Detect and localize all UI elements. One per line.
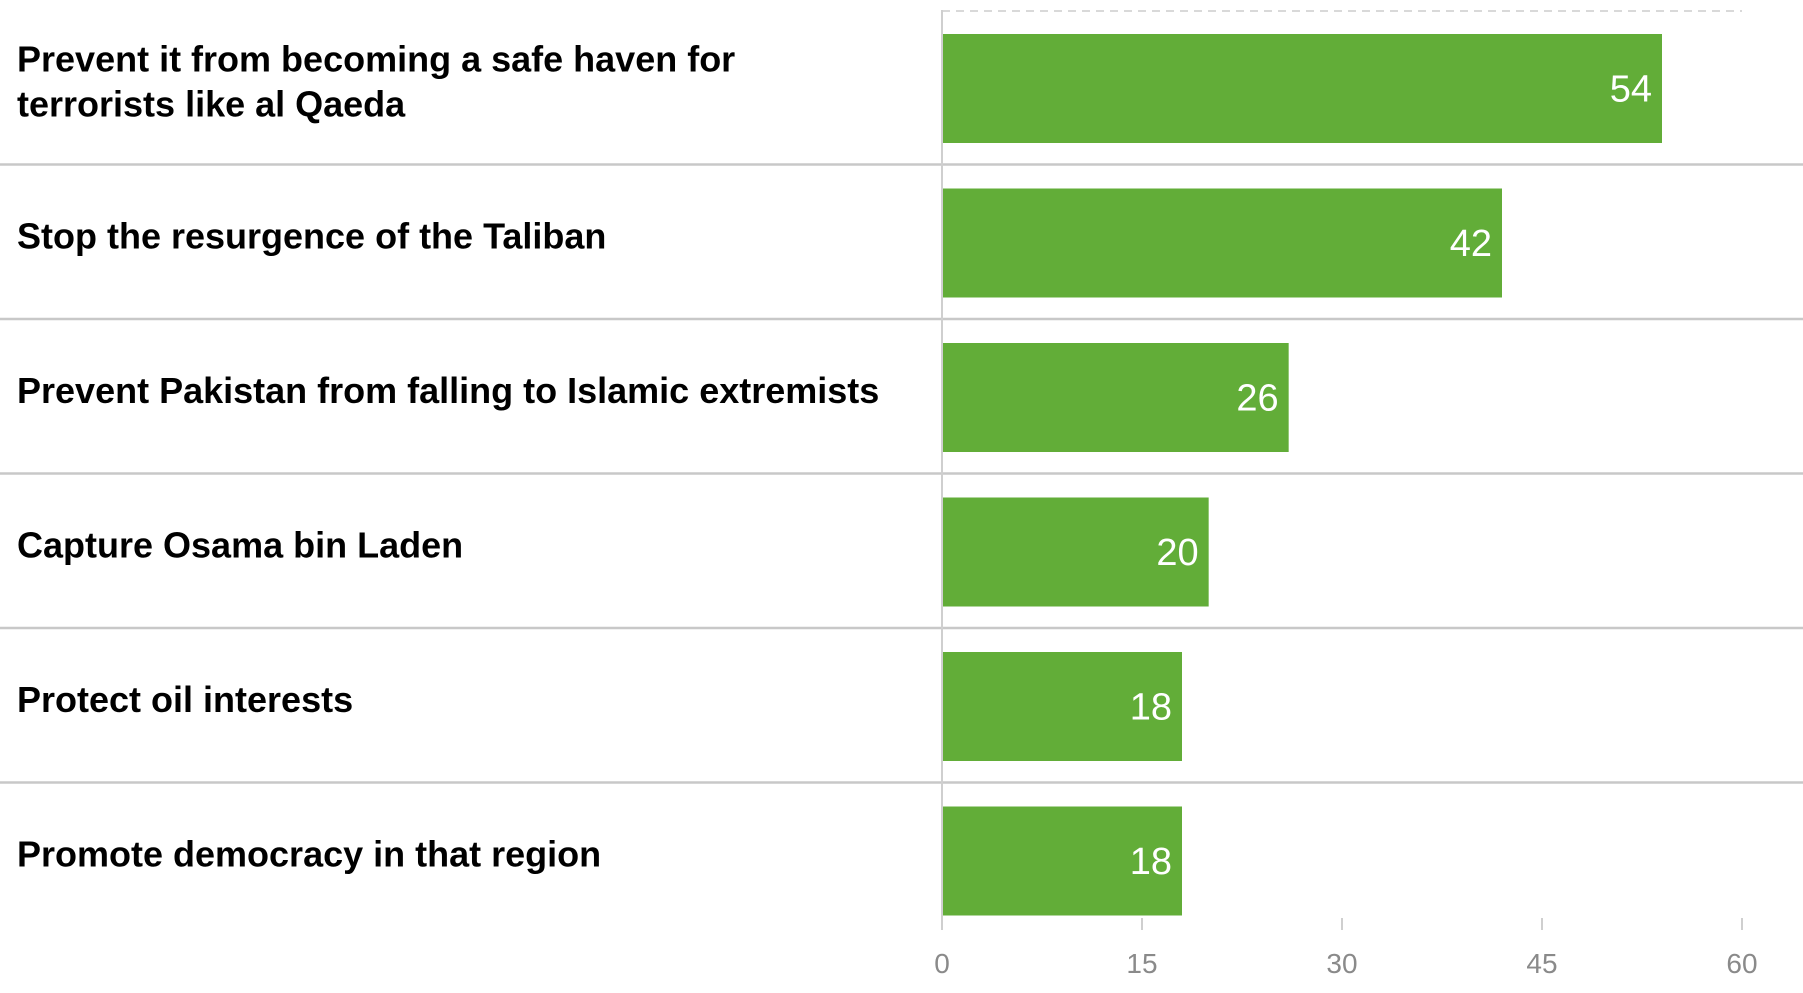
- category-label: Prevent Pakistan from falling to Islamic…: [17, 370, 879, 411]
- category-label: Prevent it from becoming a safe haven fo…: [17, 39, 735, 80]
- x-tick-label: 45: [1526, 948, 1557, 979]
- bar-value-label: 20: [1156, 532, 1198, 574]
- bar: [943, 806, 1182, 916]
- bar-value-label: 18: [1130, 687, 1172, 729]
- bar: [943, 652, 1182, 761]
- bar: [943, 188, 1502, 298]
- x-tick-label: 60: [1726, 948, 1757, 979]
- bar-value-label: 18: [1130, 841, 1172, 883]
- bar: [943, 497, 1209, 607]
- bar-value-label: 26: [1236, 378, 1278, 420]
- bar: [943, 343, 1289, 452]
- bar-value-label: 42: [1450, 223, 1492, 265]
- bar-value-label: 54: [1610, 69, 1652, 111]
- category-label: Promote democracy in that region: [17, 834, 601, 875]
- x-tick-label: 15: [1126, 948, 1157, 979]
- x-tick-label: 0: [934, 948, 950, 979]
- category-label: terrorists like al Qaeda: [17, 84, 406, 125]
- bar: [943, 34, 1662, 143]
- category-label: Stop the resurgence of the Taliban: [17, 216, 606, 257]
- category-label: Protect oil interests: [17, 679, 353, 720]
- category-label: Capture Osama bin Laden: [17, 525, 463, 566]
- x-tick-label: 30: [1326, 948, 1357, 979]
